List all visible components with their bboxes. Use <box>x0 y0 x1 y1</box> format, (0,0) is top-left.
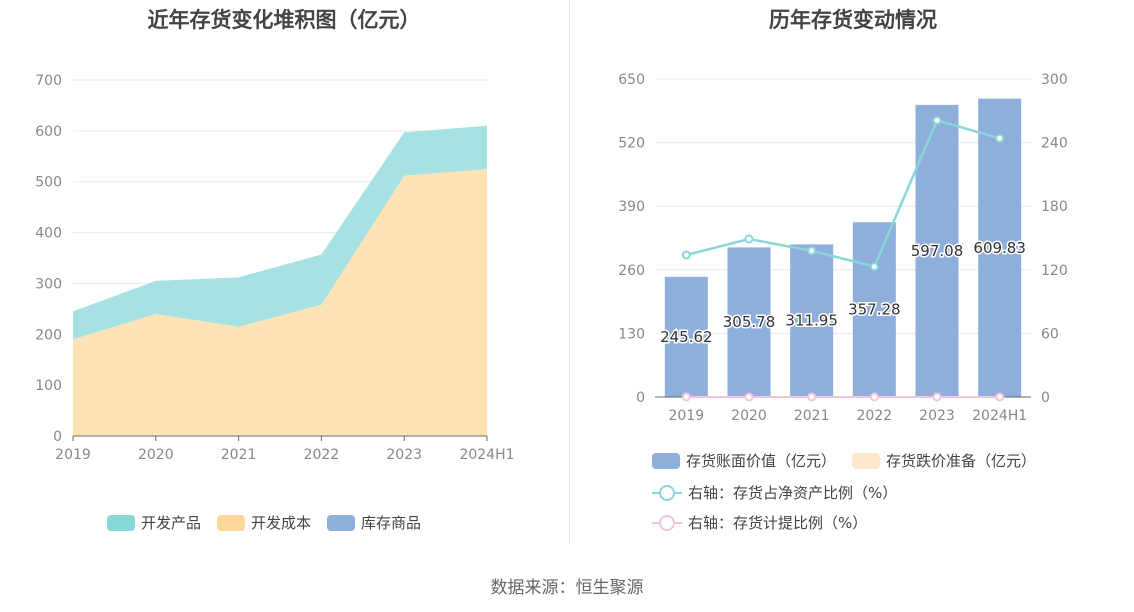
legend-item[interactable]: 存货账面价值（亿元） <box>652 450 836 471</box>
y-right-tick-label: 120 <box>1041 263 1068 279</box>
line-point <box>995 392 1005 402</box>
left-area-chart: 0 100 200 300 400 500 600 700 2019 2020 2021 2022 20… <box>35 73 514 463</box>
line-point <box>807 246 817 256</box>
right-legend-line-provision: 右轴：存货计提比例（%） <box>652 512 883 533</box>
legend-swatch <box>107 514 135 531</box>
legend-label: 存货跌价准备（亿元） <box>886 452 1037 470</box>
bar <box>727 247 771 397</box>
x-tick-label: 2020 <box>731 408 767 424</box>
line-point <box>681 250 691 260</box>
bar-value-label: 609.83 <box>973 239 1026 257</box>
y-left-tick-label: 520 <box>618 136 645 152</box>
y-tick-label: 200 <box>35 327 62 343</box>
line-point <box>744 234 754 244</box>
legend-swatch <box>327 514 356 531</box>
bar-value-label: 357.28 <box>848 301 901 319</box>
legend-label: 开发成本 <box>251 514 312 532</box>
legend-label: 存货账面价值（亿元） <box>686 452 837 470</box>
y-right-tick-label: 0 <box>1041 390 1050 406</box>
right-legend-bars: 存货账面价值（亿元） 存货跌价准备（亿元） <box>652 450 1052 471</box>
left-legend: 开发产品 开发成本 库存商品 <box>107 512 437 533</box>
bar-value-label: 305.78 <box>723 313 776 331</box>
y-tick-label: 700 <box>35 73 62 89</box>
left-chart-panel: 近年存货变化堆积图（亿元） 0 100 200 300 400 500 600 700 2019… <box>0 0 568 545</box>
legend-item[interactable]: 右轴：存货占净资产比例（%） <box>652 482 897 503</box>
legend-label: 开发产品 <box>141 514 202 532</box>
line-point <box>807 392 817 402</box>
line-point <box>932 115 942 125</box>
left-chart-title: 近年存货变化堆积图（亿元） <box>147 8 421 32</box>
y-tick-label: 300 <box>35 276 62 292</box>
y-tick-label: 400 <box>35 226 62 242</box>
area-series-开发成本 <box>73 169 487 436</box>
legend-swatch <box>652 484 682 501</box>
y-tick-label: 500 <box>35 175 62 191</box>
legend-item[interactable]: 右轴：存货计提比例（%） <box>652 512 867 533</box>
bar-value-label: 245.62 <box>660 328 713 346</box>
x-tick-label: 2021 <box>221 447 257 463</box>
x-tick-label: 2020 <box>138 447 174 463</box>
y-right-tick-label: 180 <box>1041 199 1068 215</box>
data-source-footer: 数据来源：恒生聚源 <box>490 578 644 598</box>
y-left-tick-label: 130 <box>618 326 645 342</box>
x-tick-label: 2019 <box>55 447 91 463</box>
bar-value-label: 597.08 <box>911 242 964 260</box>
bar <box>852 222 896 397</box>
bar-value-label: 311.95 <box>785 312 838 330</box>
line-point <box>869 262 879 272</box>
right-chart-panel: 历年存货变动情况 0 130 260 390 520 650 0 60 120 180 240 300… <box>572 0 1134 545</box>
y-tick-label: 100 <box>35 378 62 394</box>
x-tick-label: 2024H1 <box>972 408 1027 424</box>
legend-item[interactable]: 库存商品 <box>327 512 421 533</box>
line-series-ratio <box>686 118 1001 269</box>
y-tick-label: 600 <box>35 124 62 140</box>
right-chart-title: 历年存货变动情况 <box>769 8 937 32</box>
x-tick-label: 2022 <box>857 408 893 424</box>
bar <box>790 244 834 397</box>
legend-label: 右轴：存货计提比例（%） <box>688 514 868 532</box>
legend-item[interactable]: 开发成本 <box>217 512 311 533</box>
bar <box>664 276 708 397</box>
area-series-开发产品 <box>73 125 487 340</box>
y-left-tick-label: 390 <box>618 199 645 215</box>
right-legend-line-ratio: 右轴：存货占净资产比例（%） <box>652 482 913 503</box>
y-right-tick-label: 300 <box>1041 72 1068 88</box>
line-point <box>932 392 942 402</box>
x-tick-label: 2019 <box>669 408 705 424</box>
right-bar-line-chart: 0 130 260 390 520 650 0 60 120 180 240 300 2019 2020 2… <box>618 72 1068 424</box>
legend-swatch <box>217 514 246 531</box>
y-right-tick-label: 240 <box>1041 136 1068 152</box>
y-right-tick-label: 60 <box>1041 326 1059 342</box>
line-point <box>869 392 879 402</box>
y-left-tick-label: 0 <box>636 390 645 406</box>
y-left-tick-label: 650 <box>618 72 645 88</box>
y-tick-label: 0 <box>53 429 62 445</box>
legend-label: 库存商品 <box>361 514 422 532</box>
legend-label: 右轴：存货占净资产比例（%） <box>688 484 898 502</box>
line-point <box>995 133 1005 143</box>
line-point <box>744 392 754 402</box>
x-tick-label: 2024H1 <box>459 447 514 463</box>
bar <box>978 98 1022 397</box>
legend-item[interactable]: 存货跌价准备（亿元） <box>852 450 1036 471</box>
x-tick-label: 2023 <box>386 447 422 463</box>
legend-swatch <box>652 452 680 469</box>
x-tick-label: 2022 <box>304 447 340 463</box>
legend-item[interactable]: 开发产品 <box>107 512 201 533</box>
x-tick-label: 2023 <box>919 408 955 424</box>
panel-divider <box>569 0 570 545</box>
line-point <box>681 392 691 402</box>
y-left-tick-label: 260 <box>618 263 645 279</box>
legend-swatch <box>852 452 881 469</box>
x-tick-label: 2021 <box>794 408 830 424</box>
legend-swatch <box>652 514 682 531</box>
